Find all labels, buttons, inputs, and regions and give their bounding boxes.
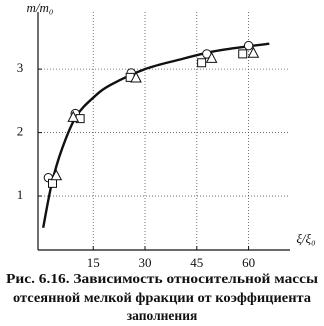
y-tick-label: 3 (17, 60, 24, 75)
x-tick-label: 30 (139, 255, 152, 270)
point (205, 51, 218, 63)
point (130, 71, 142, 83)
x-tick-label: 60 (242, 255, 255, 270)
caption-line: отсеянной мелкой фракции от коэффициента (13, 290, 311, 305)
point (238, 49, 248, 59)
y-tick-label: 1 (17, 187, 24, 202)
caption-line: заполнения (127, 308, 198, 323)
point (243, 40, 254, 51)
point (247, 46, 260, 58)
point (50, 169, 63, 181)
x-tick-label: 15 (87, 255, 100, 270)
x-axis-label: ξ/ξ₀ (296, 231, 315, 246)
point (47, 178, 57, 188)
fit-curve (42, 42, 270, 229)
x-tick-label: 45 (190, 255, 203, 270)
y-axis-label: m/m₀ (27, 0, 54, 15)
y-tick-label: 2 (17, 124, 24, 139)
caption-line: Рис. 6.16. Зависимость относительной мас… (6, 271, 319, 286)
point (197, 58, 207, 68)
point (67, 110, 80, 122)
